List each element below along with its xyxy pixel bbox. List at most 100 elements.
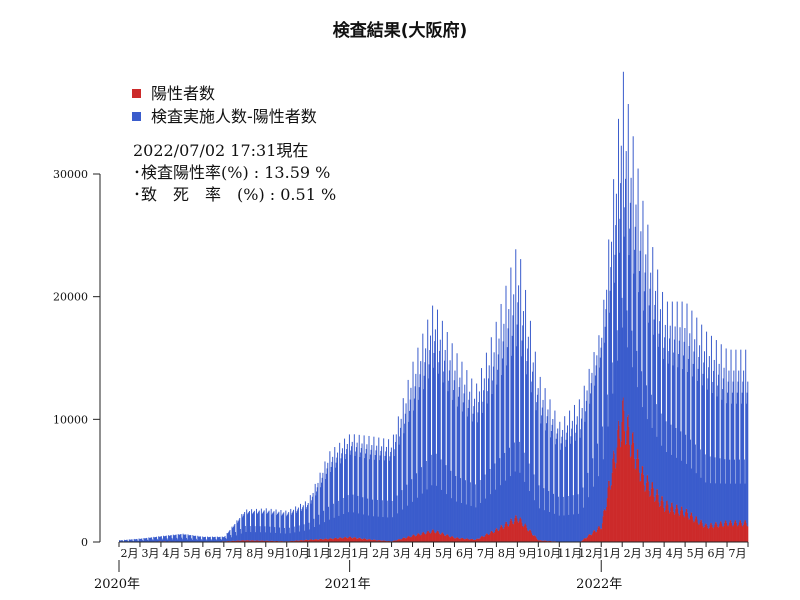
bar-tested-negative: [585, 400, 587, 539]
bar-tested-negative: [293, 509, 295, 542]
bar-tested-negative: [633, 273, 635, 443]
bar-positive: [233, 540, 235, 542]
bar-positive: [722, 526, 724, 542]
bar-tested-negative: [271, 514, 273, 541]
bar-tested-negative: [627, 347, 629, 417]
bar-tested-negative: [137, 541, 139, 542]
bar-tested-negative: [394, 449, 396, 541]
bar-positive: [383, 540, 385, 542]
bar-tested-negative: [629, 228, 631, 446]
bar-tested-negative: [588, 368, 590, 535]
bar-tested-negative: [301, 509, 303, 541]
bar-tested-negative: [236, 520, 238, 541]
bar-positive: [630, 456, 632, 542]
bar-positive: [300, 540, 302, 542]
bar-tested-negative: [594, 385, 596, 531]
bar-positive: [454, 538, 456, 542]
bar-positive: [520, 517, 522, 542]
bar-tested-negative: [590, 383, 592, 536]
bar-tested-negative: [369, 454, 371, 540]
bar-tested-negative: [353, 512, 355, 538]
x-tick-label: 10月: [536, 547, 561, 560]
bar-tested-negative: [274, 532, 276, 542]
bar-tested-negative: [270, 508, 272, 541]
bar-tested-negative: [183, 534, 185, 542]
bar-positive: [647, 474, 649, 542]
bar-tested-negative: [691, 310, 693, 513]
bar-tested-negative: [184, 534, 185, 542]
bar-tested-negative: [381, 446, 383, 541]
bar-tested-negative: [216, 536, 218, 542]
bar-tested-negative: [374, 459, 376, 540]
bar-tested-negative: [550, 437, 552, 542]
bar-positive: [340, 537, 342, 542]
bar-tested-negative: [545, 430, 547, 541]
bar-tested-negative: [652, 247, 654, 482]
bar-tested-negative: [446, 332, 448, 535]
bar-tested-negative: [175, 534, 177, 542]
bar-tested-negative: [133, 538, 135, 542]
bar-positive: [605, 510, 607, 542]
bar-tested-negative: [320, 482, 322, 539]
bar-tested-negative: [379, 455, 381, 541]
bar-tested-negative: [569, 443, 571, 542]
bar-tested-negative: [262, 512, 264, 541]
bar-positive: [714, 524, 716, 542]
bar-positive: [369, 539, 371, 542]
bar-positive: [431, 531, 433, 542]
bar-positive: [263, 540, 265, 542]
bar-tested-negative: [253, 510, 255, 541]
bar-tested-negative: [663, 347, 665, 508]
bar-positive: [669, 511, 671, 542]
bar-tested-negative: [641, 407, 643, 467]
bar-tested-negative: [735, 349, 737, 521]
bar-tested-negative: [550, 430, 552, 542]
bar-positive: [541, 540, 543, 542]
bar-positive: [692, 520, 694, 542]
bar-tested-negative: [350, 450, 352, 537]
bar-positive: [473, 539, 475, 542]
bar-tested-negative: [475, 507, 477, 540]
bar-positive: [728, 525, 730, 542]
bar-positive: [430, 533, 432, 542]
bar-tested-negative: [381, 500, 383, 541]
bar-positive: [536, 538, 538, 542]
bar-positive: [355, 537, 357, 542]
bar-positive: [416, 534, 418, 542]
bar-positive: [615, 468, 617, 542]
bar-tested-negative: [733, 370, 735, 526]
bar-positive: [438, 532, 440, 542]
bar-positive: [515, 515, 517, 542]
bar-positive: [531, 533, 533, 542]
bar-tested-negative: [281, 515, 283, 542]
bar-positive: [724, 522, 726, 542]
bar-positive: [474, 540, 476, 542]
bar-tested-negative: [534, 351, 536, 536]
x-tick-label: 6月: [204, 547, 222, 560]
bar-tested-negative: [672, 365, 674, 507]
bar-tested-negative: [195, 535, 197, 542]
bar-tested-negative: [295, 512, 297, 541]
bar-positive: [654, 501, 656, 542]
bar-tested-negative: [178, 534, 180, 542]
bars-group: [119, 71, 749, 542]
bar-tested-negative: [529, 491, 531, 530]
bar-tested-negative: [443, 371, 445, 534]
bar-tested-negative: [293, 526, 295, 542]
bar-positive: [464, 539, 466, 542]
bar-tested-negative: [378, 460, 380, 541]
bar-tested-negative: [650, 394, 652, 489]
bar-tested-negative: [420, 361, 422, 536]
bar-tested-negative: [717, 374, 719, 528]
bar-positive: [597, 527, 599, 542]
bar-tested-negative: [470, 505, 472, 540]
bar-tested-negative: [647, 224, 649, 475]
bar-tested-negative: [625, 178, 626, 446]
bar-positive: [685, 508, 687, 542]
bar-tested-negative: [411, 479, 413, 537]
bar-tested-negative: [598, 335, 600, 526]
bar-positive: [360, 538, 362, 542]
bar-positive: [659, 506, 661, 542]
bar-tested-negative: [685, 434, 687, 513]
bar-tested-negative: [729, 483, 731, 521]
